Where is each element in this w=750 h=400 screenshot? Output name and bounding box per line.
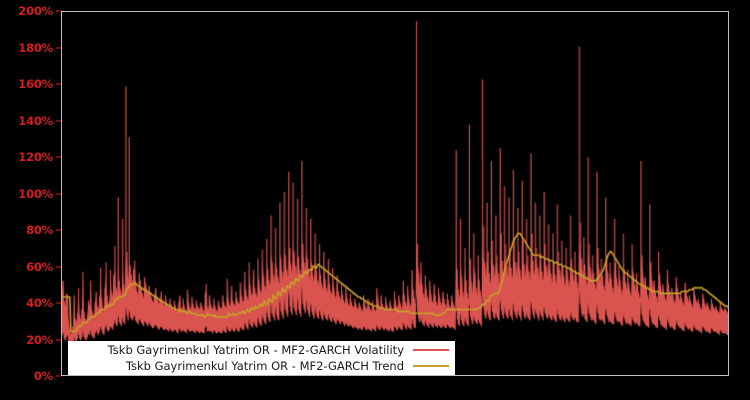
legend-item-trend: Tskb Gayrimenkul Yatrim OR - MF2-GARCH T… xyxy=(74,358,449,374)
legend-swatch-volatility xyxy=(413,349,449,351)
y-tick-label: 0% xyxy=(33,369,53,383)
legend-swatch-trend xyxy=(413,365,449,367)
y-tick-label: 20% xyxy=(26,332,53,347)
y-tick-label: 40% xyxy=(26,296,53,310)
y-tick-label: 100% xyxy=(18,186,53,201)
y-tick-label: 180% xyxy=(18,40,53,55)
y-tick-mark xyxy=(56,10,61,12)
y-tick-mark xyxy=(56,375,61,377)
y-tick-mark xyxy=(56,193,61,194)
y-tick-mark xyxy=(56,266,61,267)
y-axis: 0% 20% 40% 60% 80% 100% 120% 140% 160% 180% 200% xyxy=(0,0,61,400)
y-tick-mark xyxy=(56,47,61,48)
y-tick-label: 140% xyxy=(18,113,53,128)
y-tick-mark xyxy=(56,120,61,121)
legend-item-volatility: Tskb Gayrimenkul Yatrim OR - MF2-GARCH V… xyxy=(74,342,449,358)
y-tick-mark xyxy=(56,339,61,340)
y-tick-mark xyxy=(56,83,61,85)
y-tick-label: 60% xyxy=(26,259,53,274)
y-tick-mark xyxy=(56,156,61,158)
y-tick-mark xyxy=(56,229,61,231)
legend-label-volatility: Tskb Gayrimenkul Yatrim OR - MF2-GARCH V… xyxy=(107,343,404,357)
y-tick-mark xyxy=(56,302,61,304)
chart-legend: Tskb Gayrimenkul Yatrim OR - MF2-GARCH V… xyxy=(68,341,455,375)
y-tick-label: 120% xyxy=(18,150,53,164)
y-tick-label: 160% xyxy=(18,77,53,91)
volatility-trend-plot xyxy=(62,12,728,375)
legend-label-trend: Tskb Gayrimenkul Yatrim OR - MF2-GARCH T… xyxy=(125,359,404,373)
y-tick-label: 80% xyxy=(26,223,53,237)
y-tick-label: 200% xyxy=(18,4,53,18)
plot-area xyxy=(61,11,729,376)
